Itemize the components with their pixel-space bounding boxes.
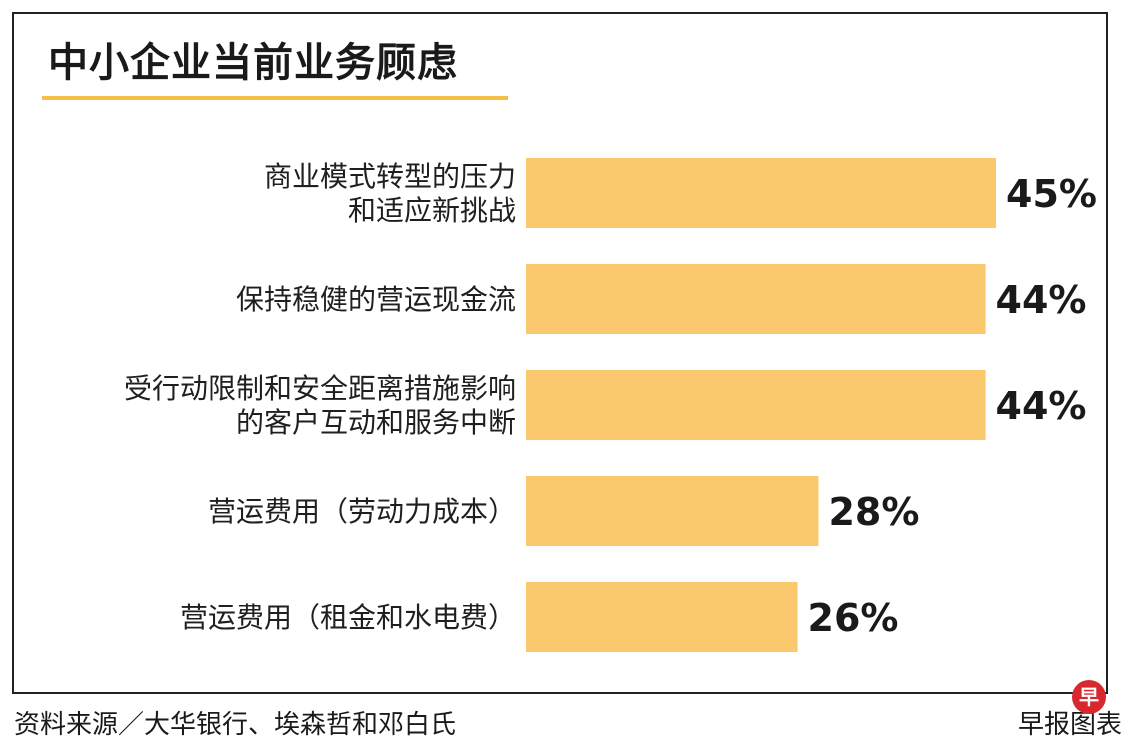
- source-note: 资料来源／大华银行、埃森哲和邓白氏: [14, 710, 457, 740]
- chart-title: 中小企业当前业务顾虑: [48, 40, 458, 86]
- bar-0: [526, 158, 996, 228]
- bar-3: [526, 476, 819, 546]
- category-label-1: 保持稳健的营运现金流: [236, 283, 516, 316]
- bar-4: [526, 582, 798, 652]
- category-label-2-line-1: 的客户互动和服务中断: [236, 406, 516, 439]
- value-label-0: 45%: [1006, 172, 1097, 216]
- value-label-3: 28%: [828, 490, 919, 534]
- value-label-1: 44%: [996, 278, 1087, 322]
- category-label-2-line-0: 受行动限制和安全距离措施影响: [124, 372, 516, 405]
- bar-2: [526, 370, 986, 440]
- chart-frame: [12, 12, 1108, 694]
- bar-1: [526, 264, 986, 334]
- category-label-4: 营运费用（租金和水电费）: [180, 601, 516, 634]
- value-label-4: 26%: [808, 596, 899, 640]
- title-underline: [42, 96, 508, 100]
- category-label-0-line-1: 和适应新挑战: [348, 194, 516, 227]
- category-label-3: 营运费用（劳动力成本）: [208, 495, 516, 528]
- credit-label: 早报图表: [1017, 710, 1122, 740]
- zaobao-logo-icon: 早: [1072, 680, 1106, 714]
- category-label-0-line-0: 商业模式转型的压力: [264, 160, 516, 193]
- value-label-2: 44%: [996, 384, 1087, 428]
